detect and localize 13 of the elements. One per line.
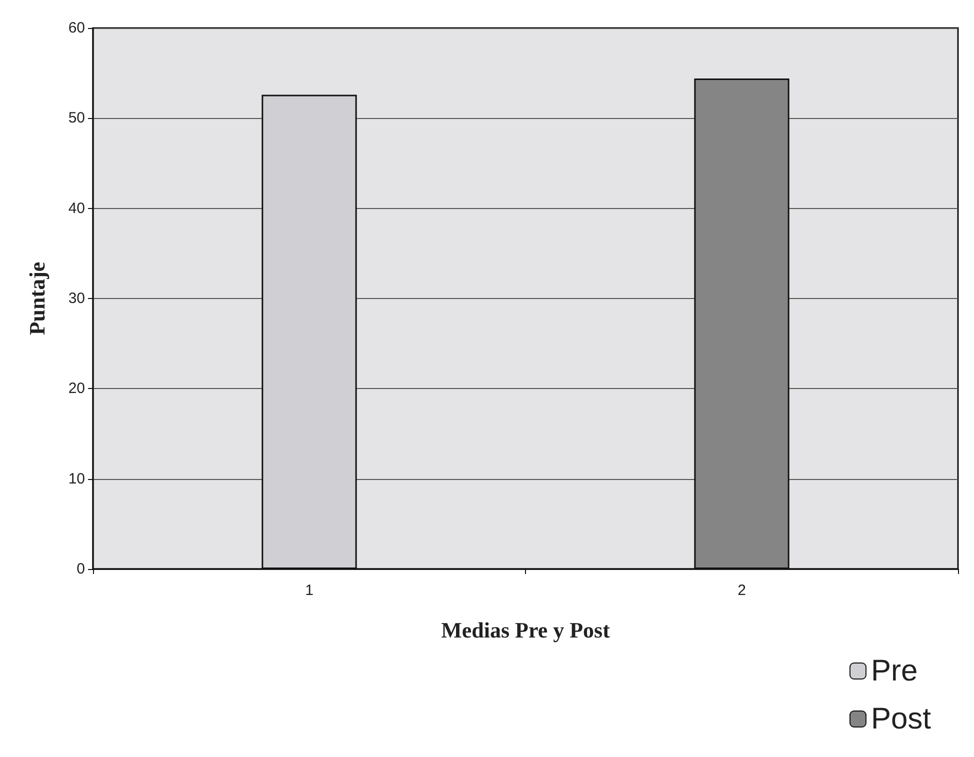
x-tick-label: 2 — [738, 582, 746, 599]
legend-label: Pre — [870, 654, 918, 688]
x-tick-label: 1 — [305, 582, 314, 599]
y-tick-label: 50 — [68, 110, 85, 127]
y-tick-label: 40 — [68, 200, 85, 217]
y-tick-label: 30 — [68, 290, 85, 307]
y-tick-label: 20 — [68, 380, 85, 398]
y-tick-label: 10 — [68, 470, 85, 488]
y-axis-title: Puntaje — [24, 262, 50, 336]
x-axis-title: Medias Pre y Post — [441, 618, 611, 642]
y-tick-label: 0 — [76, 560, 85, 578]
y-tick-label: 60 — [68, 20, 85, 36]
legend-label: Post — [870, 702, 932, 736]
